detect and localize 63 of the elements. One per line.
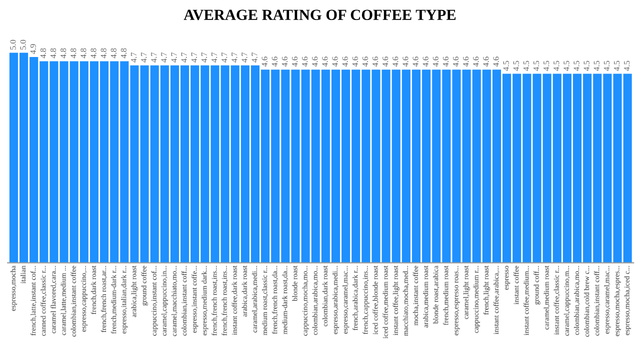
data-label: 4.6	[282, 56, 288, 67]
data-label: 4.6	[382, 56, 388, 67]
data-label: 4.8	[60, 48, 66, 58]
data-label: 4.6	[332, 56, 338, 67]
data-label: 4.8	[50, 48, 56, 58]
data-label: 4.7	[191, 52, 197, 62]
data-label: 4.6	[352, 56, 358, 67]
data-label: 4.5	[584, 60, 590, 71]
data-label: 4.5	[594, 60, 600, 71]
data-label: 4.6	[362, 56, 368, 67]
data-label: 4.6	[292, 56, 298, 67]
data-label: 4.7	[161, 52, 167, 62]
data-label: 4.8	[100, 48, 106, 58]
data-label: 5.0	[20, 40, 26, 50]
data-label: 4.5	[544, 60, 550, 71]
data-label: 4.6	[272, 56, 278, 67]
data-label: 4.5	[614, 60, 620, 71]
data-label: 4.6	[473, 56, 479, 67]
data-label: 4.6	[312, 56, 318, 67]
data-label: 4.5	[574, 60, 580, 71]
data-label: 4.6	[463, 56, 469, 67]
data-label: 4.8	[120, 48, 127, 58]
data-label: 4.9	[30, 44, 36, 54]
data-label: 4.6	[322, 56, 328, 67]
data-label: 4.5	[624, 60, 630, 71]
data-label: 4.8	[80, 48, 86, 58]
data-label: 4.7	[201, 52, 208, 62]
data-label: 4.5	[523, 60, 530, 71]
chart-title: AVERAGE RATING OF COFFEE TYPE	[184, 10, 456, 20]
data-label: 4.5	[604, 60, 610, 71]
data-label: 4.5	[564, 60, 570, 71]
data-label: 4.7	[151, 52, 157, 62]
data-label: 4.6	[493, 56, 499, 67]
data-label: 4.8	[70, 48, 76, 58]
data-label: 4.5	[534, 60, 540, 71]
data-label: 4.5	[503, 60, 509, 71]
data-label: 4.7	[130, 52, 137, 62]
data-label: 4.6	[342, 56, 348, 67]
data-label: 4.7	[242, 52, 248, 62]
data-label: 4.7	[171, 52, 177, 62]
data-label: 4.5	[513, 60, 519, 71]
data-label: 4.8	[90, 48, 96, 58]
data-label: 4.6	[412, 56, 418, 67]
data-label: 4.6	[302, 56, 308, 67]
data-label: 4.6	[422, 56, 428, 67]
data-label: 4.6	[432, 56, 438, 67]
data-label: 4.5	[554, 60, 560, 71]
data-label: 4.7	[222, 52, 228, 62]
data-label: 4.7	[232, 52, 238, 62]
data-label: 5.0	[10, 40, 16, 50]
data-label: 4.7	[141, 52, 147, 62]
data-label: 4.8	[40, 48, 46, 58]
data-label: 4.7	[181, 52, 187, 62]
data-label: 4.6	[452, 56, 459, 67]
data-label: 4.6	[262, 56, 268, 67]
data-label: 4.7	[211, 52, 218, 62]
data-label: 4.6	[442, 56, 449, 67]
data-label: 4.8	[110, 48, 116, 58]
data-label: 4.6	[402, 56, 408, 67]
data-label: 4.6	[392, 56, 398, 67]
data-label: 4.7	[252, 52, 258, 62]
data-label: 4.6	[483, 56, 489, 67]
data-label: 4.6	[372, 56, 378, 67]
